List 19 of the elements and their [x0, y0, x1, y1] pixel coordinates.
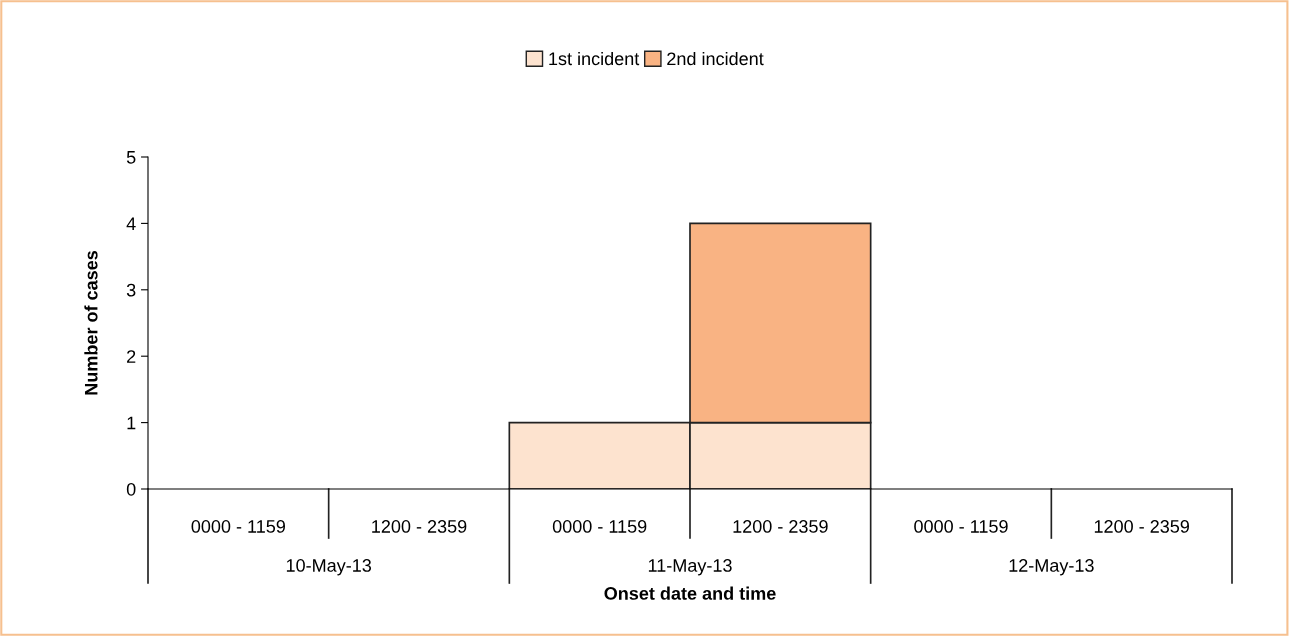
x-axis-title: Onset date and time — [604, 586, 776, 600]
text: 10-May-13 — [286, 559, 372, 576]
legend-label: 2nd incident — [667, 51, 764, 66]
y-tick-label: 1 — [127, 416, 136, 430]
y-tick-label: 4 — [126, 217, 136, 230]
x-tick-label: 0000 - 1159 — [914, 520, 1008, 533]
text: 12-May-13 — [1009, 559, 1094, 576]
y-axis-title: Number of cases — [84, 250, 98, 395]
y-tick-label: 2 — [127, 350, 136, 363]
x-tick-label: 0000 - 1159 — [552, 520, 647, 533]
x-tick-label: 0000 - 1159 — [191, 520, 286, 533]
x-tick-label: 1200 - 2359 — [1094, 520, 1190, 533]
x-tick-label: 1200 - 2359 — [733, 520, 828, 533]
y-tick-label: 5 — [126, 151, 136, 164]
legend-label: 1st incident — [549, 51, 640, 66]
y-tick-label: 3 — [126, 283, 136, 297]
x-tick-label: 1200 - 2359 — [372, 520, 467, 533]
y-tick-label: 0 — [126, 482, 136, 496]
text: 11-May-13 — [648, 559, 732, 576]
